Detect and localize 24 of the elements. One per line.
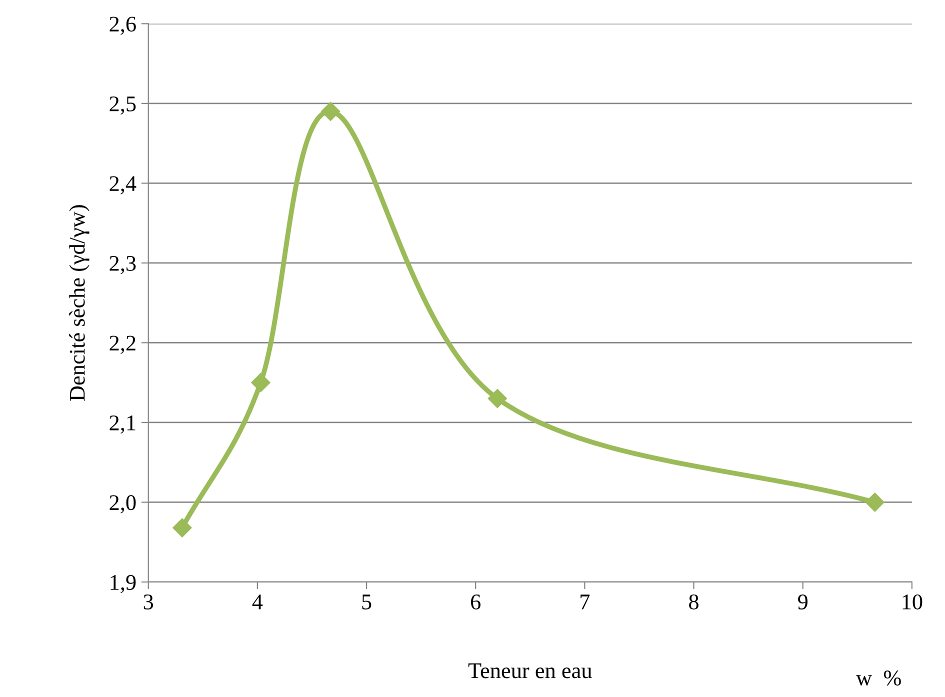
y-axis-title: Dencité sèche (γd/γw) — [69, 205, 90, 401]
x-tick-label: 3 — [144, 594, 154, 610]
x-tick-label: 5 — [362, 594, 372, 610]
x-tick-label: 8 — [689, 594, 698, 610]
x-tick-label: 9 — [798, 594, 808, 610]
y-tick-label: 2,4 — [110, 176, 136, 194]
y-tick-label: 2,1 — [110, 415, 136, 434]
point — [865, 492, 884, 512]
text: w % — [856, 670, 901, 686]
point — [488, 389, 507, 408]
point — [320, 102, 340, 121]
y-tick-label: 2,6 — [110, 16, 136, 35]
y-tick-label: 1,9 — [110, 574, 136, 594]
x-tick-label: 10 — [902, 594, 922, 610]
x-tick-label: 7 — [580, 594, 590, 610]
y-tick-label: 2,3 — [110, 256, 136, 274]
y-tick-label: 2,5 — [110, 96, 136, 115]
point — [172, 518, 192, 538]
x-tick-label: 4 — [252, 594, 263, 610]
y-tick-label: 2,2 — [110, 336, 136, 354]
y-tick-label: 2,0 — [110, 495, 136, 514]
x-axis-title: Teneur en eau — [468, 663, 592, 678]
point — [251, 373, 270, 392]
x-tick-label: 6 — [471, 594, 480, 610]
